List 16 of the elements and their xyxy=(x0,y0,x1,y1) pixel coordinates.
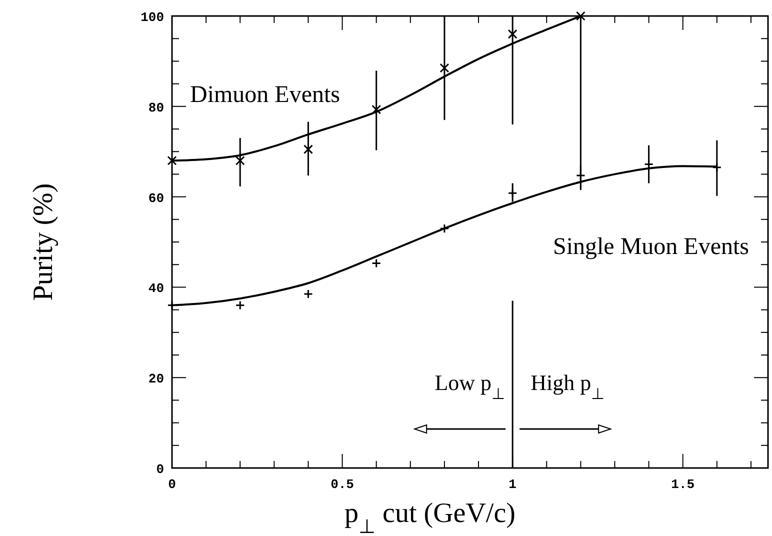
legend-label: Single Muon Events xyxy=(553,234,749,260)
y-tick-label: 80 xyxy=(148,100,164,116)
annotation: High p$_{⊥}$ xyxy=(530,370,604,402)
y-tick-label: 100 xyxy=(140,10,164,25)
y-tick-label: 0 xyxy=(156,462,164,477)
x-tick-label: 0 xyxy=(168,477,176,492)
x-tick-label: 1 xyxy=(508,477,517,492)
x-tick-label: 0.5 xyxy=(330,477,354,492)
y-tick-label: 20 xyxy=(148,372,164,387)
y-tick-label: 40 xyxy=(148,281,164,296)
x-axis-title: p$_{⊥}$ cut (GeV/c) xyxy=(344,498,516,536)
x-tick-label: 1.5 xyxy=(671,477,695,492)
annotation: Low p$_{⊥}$ xyxy=(434,370,505,402)
y-tick-label: 60 xyxy=(148,190,164,206)
series-label: Dimuon Events xyxy=(190,82,340,108)
y-axis-title: Purity (%) xyxy=(28,183,59,301)
